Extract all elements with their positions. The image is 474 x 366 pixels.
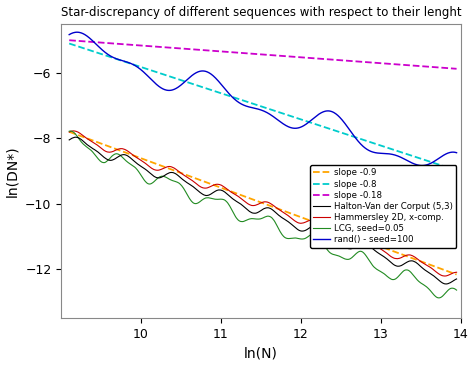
Hammersley 2D, x-comp. [66,130,72,134]
Halton-Van der Corput (5,3) [454,277,459,281]
Hammersley 2D, x-comp. [314,218,319,223]
slope -0.9 [360,238,366,242]
rand() - seed=100 [401,156,406,161]
Hammersley 2D, x-comp. [302,220,308,225]
slope -0.18 [360,60,366,64]
slope -0.8 [90,49,96,53]
rand() - seed=100 [292,126,298,131]
slope -0.8 [454,168,459,173]
slope -0.9 [292,213,297,217]
rand() - seed=100 [314,114,319,118]
Halton-Van der Corput (5,3) [314,224,319,228]
slope -0.18 [301,55,307,60]
Y-axis label: ln(DN*): ln(DN*) [6,145,19,197]
slope -0.18 [90,40,96,44]
slope -0.8 [400,150,406,155]
Legend: slope -0.9, slope -0.8, slope -0.18, Halton-Van der Corput (5,3), Hammersley 2D,: slope -0.9, slope -0.8, slope -0.18, Hal… [310,165,456,248]
LCG, seed=0.05 [314,232,319,236]
Line: slope -0.9: slope -0.9 [69,132,456,274]
LCG, seed=0.05 [401,269,406,273]
Hammersley 2D, x-comp. [442,274,447,278]
Hammersley 2D, x-comp. [70,129,76,133]
Halton-Van der Corput (5,3) [443,282,449,286]
slope -0.8 [360,138,366,142]
Halton-Van der Corput (5,3) [91,147,96,151]
rand() - seed=100 [74,30,80,34]
Title: Star-discrepancy of different sequences with respect to their lenght: Star-discrepancy of different sequences … [61,5,461,19]
slope -0.18 [313,56,319,61]
Line: Halton-Van der Corput (5,3): Halton-Van der Corput (5,3) [69,137,456,284]
slope -0.9 [301,216,307,221]
rand() - seed=100 [66,33,72,37]
rand() - seed=100 [454,150,459,155]
LCG, seed=0.05 [91,151,96,155]
LCG, seed=0.05 [454,288,459,292]
slope -0.9 [66,130,72,134]
slope -0.18 [292,55,297,59]
LCG, seed=0.05 [66,129,72,134]
slope -0.9 [90,138,96,143]
Line: rand() - seed=100: rand() - seed=100 [69,32,456,165]
Halton-Van der Corput (5,3) [361,241,366,245]
slope -0.8 [66,41,72,46]
slope -0.9 [400,253,406,257]
Hammersley 2D, x-comp. [361,236,366,240]
slope -0.8 [313,122,319,127]
slope -0.8 [301,118,307,123]
LCG, seed=0.05 [302,236,308,241]
rand() - seed=100 [361,145,366,149]
slope -0.18 [454,67,459,71]
LCG, seed=0.05 [436,296,441,300]
rand() - seed=100 [302,123,308,127]
LCG, seed=0.05 [361,250,366,255]
rand() - seed=100 [91,40,96,44]
Hammersley 2D, x-comp. [91,140,96,145]
Halton-Van der Corput (5,3) [73,135,78,139]
Hammersley 2D, x-comp. [292,219,298,223]
Line: LCG, seed=0.05: LCG, seed=0.05 [69,131,456,298]
Halton-Van der Corput (5,3) [66,138,72,142]
slope -0.18 [400,63,406,67]
Line: Hammersley 2D, x-comp.: Hammersley 2D, x-comp. [69,131,456,276]
Hammersley 2D, x-comp. [454,270,459,274]
LCG, seed=0.05 [67,129,73,133]
Halton-Van der Corput (5,3) [292,225,298,229]
slope -0.9 [454,272,459,277]
slope -0.9 [313,221,319,225]
Halton-Van der Corput (5,3) [302,228,308,233]
X-axis label: ln(N): ln(N) [244,347,278,361]
slope -0.8 [292,115,297,119]
slope -0.18 [66,38,72,42]
Halton-Van der Corput (5,3) [401,262,406,267]
LCG, seed=0.05 [292,236,298,240]
rand() - seed=100 [419,163,425,168]
Hammersley 2D, x-comp. [401,254,406,259]
Line: slope -0.18: slope -0.18 [69,40,456,69]
Line: slope -0.8: slope -0.8 [69,44,456,171]
